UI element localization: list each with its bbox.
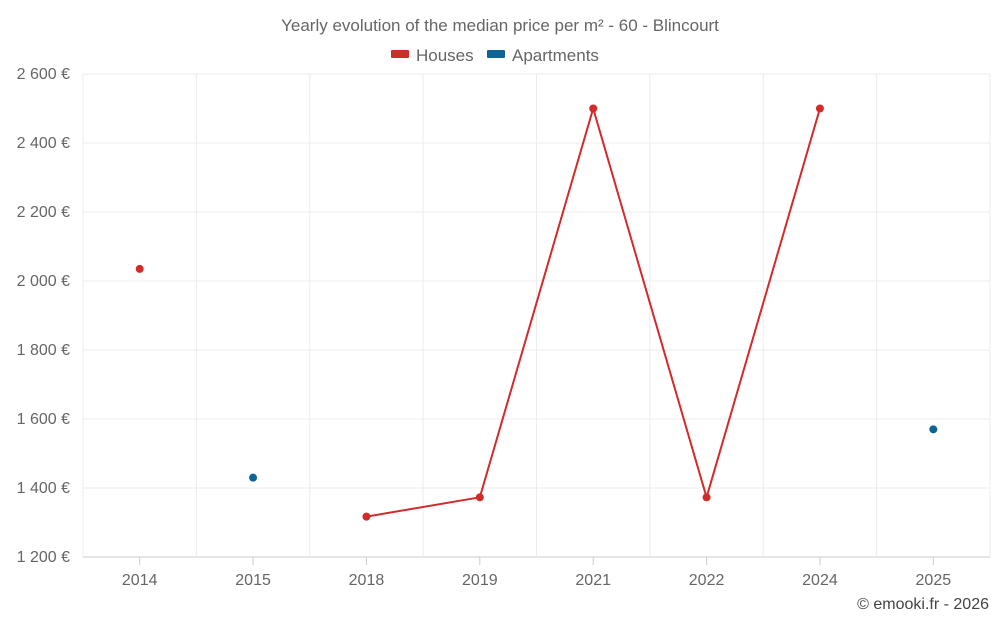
series: [135, 104, 938, 521]
legend-swatch-houses: [391, 50, 409, 58]
chart-title: Yearly evolution of the median price per…: [281, 16, 719, 35]
data-point-houses-2018[interactable]: [362, 512, 371, 521]
y-tick-label: 1 600 €: [17, 411, 70, 428]
data-point-houses-2021[interactable]: [589, 104, 598, 113]
series-apartments: [249, 425, 938, 482]
x-tick-label: 2018: [349, 572, 385, 589]
y-axis-ticks: 1 200 € 1 400 € 1 600 € 1 800 € 2 000 € 2 200…: [17, 66, 70, 566]
series-line-houses: [592, 107, 708, 499]
data-point-houses-2019[interactable]: [475, 493, 484, 502]
x-tick-label: 2014: [122, 572, 158, 589]
series-line-houses: [705, 107, 821, 499]
y-tick-label: 2 200 €: [17, 204, 70, 221]
data-point-houses-2024[interactable]: [815, 104, 824, 113]
y-tick-label: 1 800 €: [17, 342, 70, 359]
series-line-houses: [478, 107, 595, 499]
legend-item-apartments[interactable]: Apartments: [487, 46, 599, 65]
x-axis-ticks: 2014 2015 2018 2019 2021 2022 2024 2025: [122, 557, 951, 589]
x-tick-label: 2015: [235, 572, 271, 589]
x-tick-label: 2022: [689, 572, 725, 589]
legend: Houses Apartments: [391, 46, 599, 65]
series-line-houses: [365, 496, 481, 518]
x-tick-label: 2019: [462, 572, 498, 589]
y-tick-label: 2 400 €: [17, 135, 70, 152]
y-tick-label: 1 400 €: [17, 480, 70, 497]
y-tick-label: 2 600 €: [17, 66, 70, 83]
x-tick-label: 2021: [575, 572, 611, 589]
x-tick-label: 2024: [802, 572, 838, 589]
data-point-houses-2022[interactable]: [702, 493, 711, 502]
legend-item-houses[interactable]: Houses: [391, 46, 474, 65]
grid: [82, 73, 991, 558]
data-point-houses-2014[interactable]: [135, 264, 144, 273]
legend-label-houses: Houses: [416, 46, 474, 65]
series-houses: [135, 104, 824, 521]
credit-text: © emooki.fr - 2026: [857, 596, 989, 613]
legend-label-apartments: Apartments: [512, 46, 599, 65]
data-point-apartments-2025[interactable]: [929, 425, 938, 434]
legend-swatch-apartments: [487, 50, 505, 58]
y-tick-label: 2 000 €: [17, 273, 70, 290]
y-tick-label: 1 200 €: [17, 549, 70, 566]
x-tick-label: 2025: [916, 572, 952, 589]
data-point-apartments-2015[interactable]: [249, 473, 258, 482]
